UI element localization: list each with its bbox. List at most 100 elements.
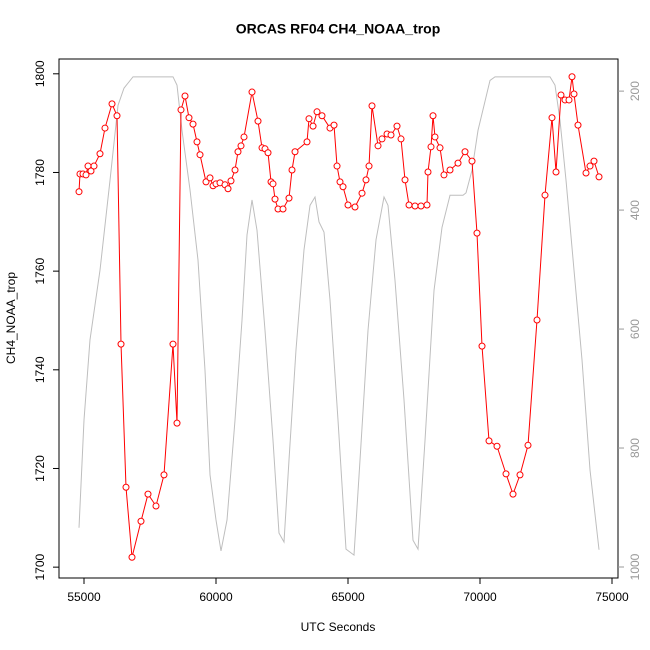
data-point [401,176,409,184]
data-point [279,205,287,213]
data-point [144,490,152,498]
data-point [339,183,347,191]
data-point [173,419,181,427]
data-point [160,471,168,479]
data-point [358,189,366,197]
data-point [397,135,405,143]
data-point [285,194,293,202]
data-point [365,162,373,170]
data-point [436,144,444,152]
y2-tick-label: 1000 [628,553,642,580]
data-point [101,124,109,132]
data-point [96,150,104,158]
data-point [75,188,83,196]
data-point [227,177,235,185]
y-axis-label: CH4_NOAA_trop [4,272,18,364]
y-tick-label: 1800 [33,60,47,87]
data-point [429,112,437,120]
data-point [557,91,565,99]
data-point [196,151,204,159]
data-point [417,202,425,210]
data-point [393,122,401,130]
data-point [82,171,90,179]
data-point [440,171,448,179]
x-tick-label: 60000 [199,590,233,604]
data-point [240,133,248,141]
data-point [405,201,413,209]
data-point [582,169,590,177]
data-point [224,185,232,193]
data-point [454,159,462,167]
y-tick-label: 1740 [33,356,47,383]
data-point [570,90,578,98]
y2-tick-label: 400 [628,200,642,220]
data-point [193,138,201,146]
chart-title: ORCAS RF04 CH4_NOAA_trop [236,21,441,37]
x-tick-label: 75000 [595,590,629,604]
data-point [309,122,317,130]
data-point [574,121,582,129]
x-axis-label: UTC Seconds [301,620,376,634]
data-point [189,120,197,128]
data-point [333,162,341,170]
data-point [533,316,541,324]
data-point [468,157,476,165]
y-tick-label: 1780 [33,159,47,186]
data-point [248,88,256,96]
data-point [565,96,573,104]
data-point [378,135,386,143]
data-point [509,490,517,498]
data-point [269,180,277,188]
data-point [516,471,524,479]
data-point [568,73,576,81]
y2-tick-label: 800 [628,438,642,458]
data-point [427,143,435,151]
data-point [502,470,510,478]
data-point [318,112,326,120]
data-point [351,203,359,211]
data-point [330,121,338,129]
data-point [313,108,321,116]
data-point [254,117,262,125]
data-point [411,202,419,210]
data-point [108,100,116,108]
data-point [431,133,439,141]
data-point [387,131,395,139]
data-point [374,142,382,150]
data-point [336,178,344,186]
data-point [234,148,242,156]
data-point [177,106,185,114]
y-tick-label: 1720 [33,455,47,482]
data-point [461,148,469,156]
data-point [590,157,598,165]
data-point [362,176,370,184]
data-point [185,114,193,122]
plot-frame [58,58,619,579]
data-point [305,115,313,123]
data-point [423,201,431,209]
data-point [541,191,549,199]
x-tick-label: 70000 [463,590,497,604]
data-point [473,229,481,237]
series-line [78,76,600,557]
data-point [202,178,210,186]
data-point [595,173,603,181]
data-point [206,174,214,182]
data-point [524,441,532,449]
y-tick-label: 1700 [33,553,47,580]
data-point [181,92,189,100]
data-point [122,483,130,491]
data-point [137,517,145,525]
data-point [493,442,501,450]
data-point [271,195,279,203]
y2-tick-label: 200 [628,81,642,101]
data-point [231,166,239,174]
data-point [548,114,556,122]
data-point [152,502,160,510]
y-tick-label: 1760 [33,257,47,284]
data-point [113,112,121,120]
data-point [264,149,272,157]
data-point [552,168,560,176]
